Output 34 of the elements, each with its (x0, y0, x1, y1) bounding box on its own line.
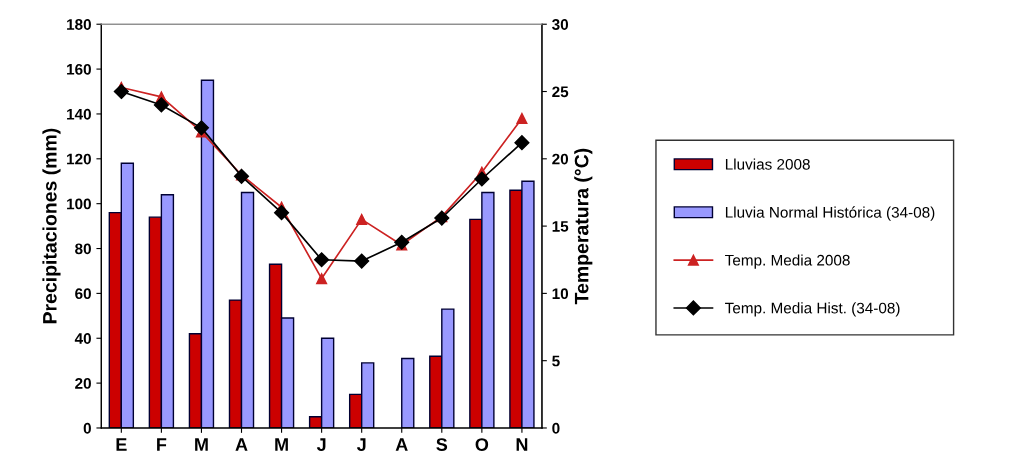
y2-tick-label: 30 (552, 19, 569, 30)
x-tick-label: A (395, 438, 408, 451)
x-tick-label: O (475, 438, 489, 451)
y-tick-label: 0 (83, 422, 91, 434)
y2-axis-title: Temperatura (°C) (574, 148, 593, 305)
x-tick-label: A (235, 438, 248, 451)
legend-label: Temp. Media 2008 (725, 254, 850, 269)
legend-label: Temp. Media Hist. (34-08) (725, 302, 900, 317)
y2-tick-label: 0 (552, 422, 560, 434)
y-tick-label: 180 (67, 19, 91, 30)
x-tick-label: N (516, 438, 528, 451)
y2-tick-label: 25 (552, 86, 569, 98)
y-tick-label: 160 (67, 63, 91, 75)
y2-tick-label: 10 (552, 288, 569, 300)
x-tick-label: J (316, 438, 326, 451)
y-tick-label: 60 (75, 288, 91, 300)
x-tick-label: F (157, 438, 167, 451)
y-tick-label: 80 (75, 243, 91, 255)
y-tick-label: 120 (67, 153, 91, 165)
x-tick-label: M (275, 438, 288, 451)
y-tick-label: 100 (67, 198, 91, 210)
y-tick-label: 40 (74, 333, 91, 344)
x-tick-label: J (356, 438, 366, 451)
y-tick-label: 140 (67, 108, 91, 120)
x-tick-label: E (116, 438, 127, 451)
y2-tick-label: 20 (552, 153, 569, 165)
y-axis-title: Precipitaciones (mm) (42, 128, 61, 324)
x-tick-label: S (436, 438, 448, 451)
legend-label: Lluvias 2008 (725, 158, 810, 170)
x-tick-label: M (195, 438, 208, 451)
y-tick-label: 20 (75, 377, 91, 389)
y2-tick-label: 5 (552, 355, 560, 367)
legend-label: Lluvia Normal Histórica (34-08) (725, 206, 935, 221)
y2-tick-label: 15 (552, 221, 569, 232)
